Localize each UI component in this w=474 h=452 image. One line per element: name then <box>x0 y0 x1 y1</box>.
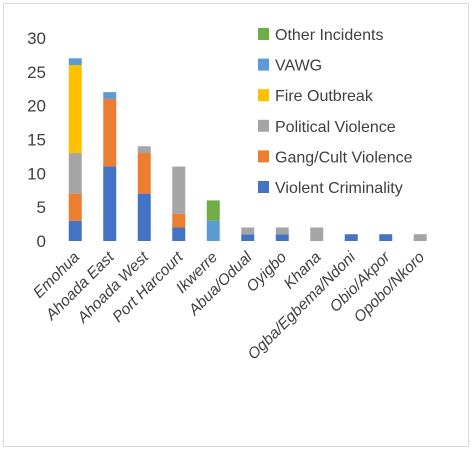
bar-segment <box>68 58 82 66</box>
bar-segment <box>344 234 358 241</box>
legend-label: Other Incidents <box>275 27 384 44</box>
bar-segment <box>68 220 82 241</box>
legend-swatch <box>258 181 269 193</box>
legend-swatch <box>258 89 269 102</box>
bars <box>68 58 427 241</box>
y-tick-label: 25 <box>27 63 46 82</box>
y-tick-label: 20 <box>27 97 46 116</box>
legend-swatch <box>258 150 269 163</box>
legend-label: Violent Criminality <box>275 180 403 197</box>
bar-segment <box>137 146 151 154</box>
bar-segment <box>413 234 427 241</box>
bar-segment <box>275 234 289 241</box>
bar-segment <box>137 193 151 241</box>
y-tick-label: 30 <box>27 29 46 48</box>
bar-segment <box>103 92 117 99</box>
bar-segment <box>172 166 186 214</box>
legend-swatch <box>258 28 269 40</box>
legend-swatch <box>258 58 269 71</box>
bar-segment <box>103 98 117 167</box>
legend-label: Gang/Cult Violence <box>275 149 413 166</box>
bar-segment <box>310 227 324 241</box>
bar-segment <box>68 65 82 154</box>
y-tick-label: 5 <box>37 198 46 217</box>
bar-segment <box>379 234 393 241</box>
legend: Other Incidents VAWG Fire Outbreak Politica… <box>258 27 413 197</box>
bar-segment <box>137 153 151 194</box>
bar-segment <box>172 227 186 241</box>
bar-segment <box>275 227 289 235</box>
bar-segment <box>206 220 220 241</box>
legend-label: Fire Outbreak <box>275 88 374 105</box>
bar-segment <box>103 166 117 241</box>
y-tick-label: 15 <box>27 131 46 150</box>
y-tick-label: 10 <box>27 164 46 183</box>
y-axis: 0 5 10 15 20 25 30 <box>27 29 46 251</box>
bar-segment <box>206 200 220 221</box>
legend-label: Political Violence <box>275 119 396 136</box>
bar-segment <box>68 193 82 221</box>
bar-segment <box>241 234 255 241</box>
bar-segment <box>241 227 255 235</box>
x-category-label: Oyigbo <box>243 249 290 296</box>
legend-label: VAWG <box>275 58 322 75</box>
bar-segment <box>172 213 186 228</box>
y-tick-label: 0 <box>37 232 46 251</box>
bar-segment <box>68 153 82 194</box>
legend-swatch <box>258 119 269 132</box>
